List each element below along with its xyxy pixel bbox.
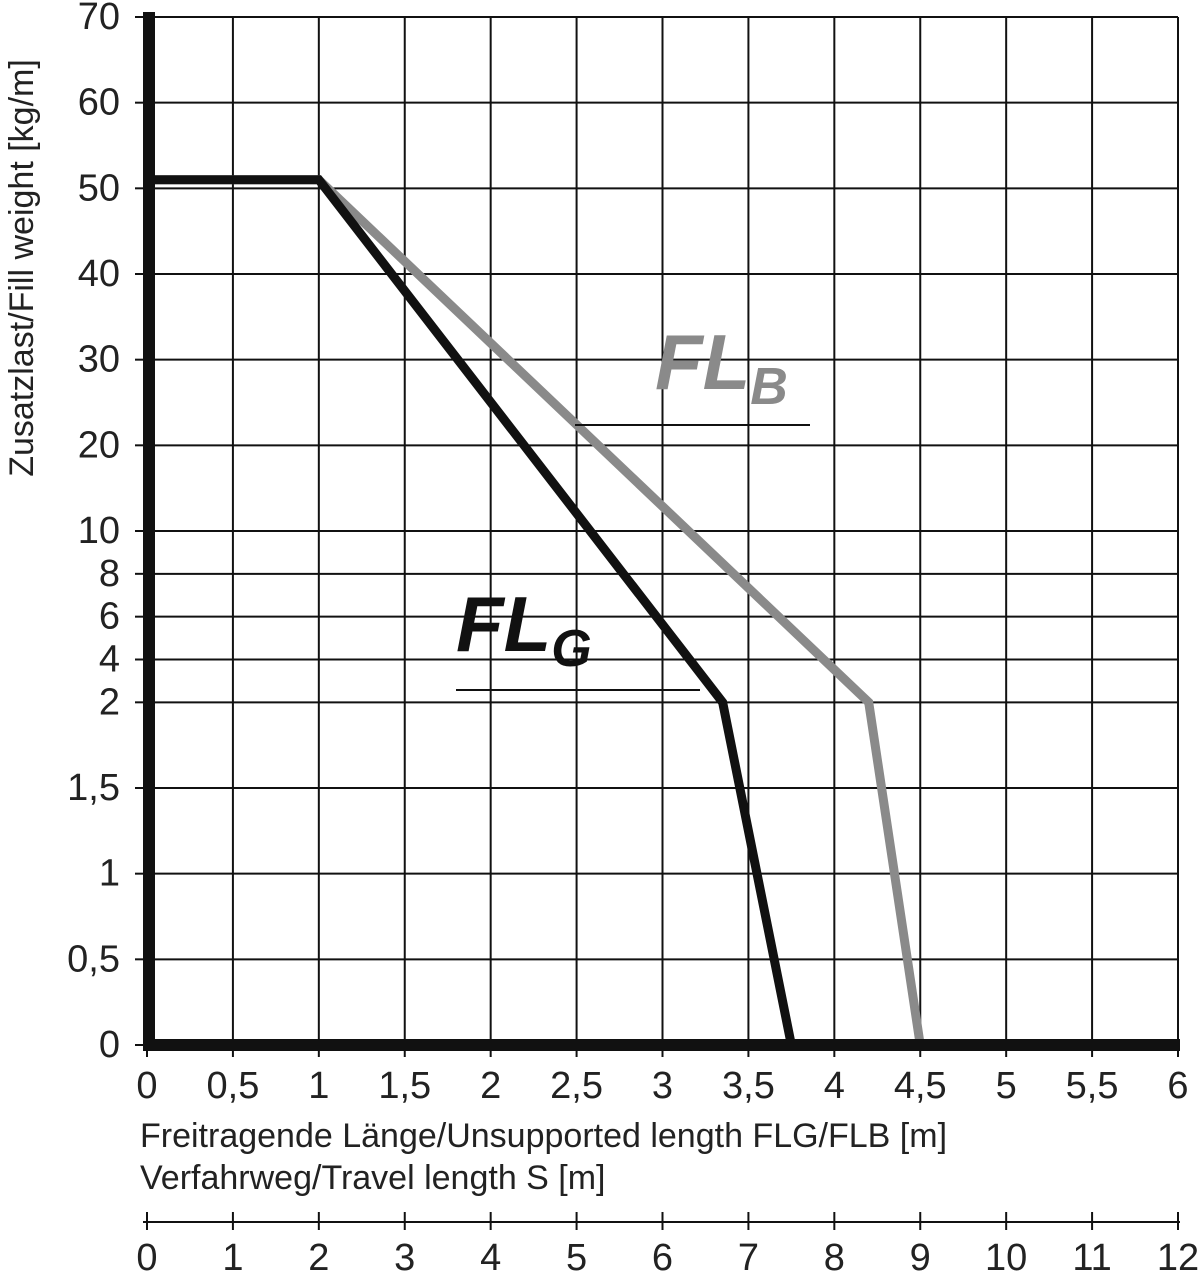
x2-tick-label: 0 bbox=[136, 1237, 157, 1279]
series-name: FL bbox=[655, 318, 750, 406]
x2-tick-label: 1 bbox=[222, 1237, 243, 1279]
y-tick-label: 2 bbox=[99, 681, 120, 723]
x2-tick-label: 8 bbox=[824, 1237, 845, 1279]
series-label: FLB bbox=[655, 318, 788, 416]
y-tick-label: 1 bbox=[99, 853, 120, 895]
x2-axis-title: Verfahrweg/Travel length S [m] bbox=[140, 1159, 606, 1197]
x-tick-label: 3,5 bbox=[722, 1065, 775, 1107]
x2-tick-label: 3 bbox=[394, 1237, 415, 1279]
x-tick-label: 2 bbox=[480, 1065, 501, 1107]
y-tick-label: 8 bbox=[99, 553, 120, 595]
y-tick-label: 1,5 bbox=[67, 767, 120, 809]
x2-tick-label: 7 bbox=[738, 1237, 759, 1279]
x2-tick-label: 2 bbox=[308, 1237, 329, 1279]
y-tick-label: 30 bbox=[78, 339, 120, 381]
x-tick-label: 6 bbox=[1167, 1065, 1188, 1107]
x-tick-label: 3 bbox=[652, 1065, 673, 1107]
x-tick-label: 1,5 bbox=[378, 1065, 431, 1107]
x-tick-label: 0 bbox=[136, 1065, 157, 1107]
series-subscript: B bbox=[750, 358, 788, 416]
series-line bbox=[147, 175, 796, 1046]
series-subscript: G bbox=[551, 620, 591, 678]
series-label: FLG bbox=[456, 580, 592, 678]
x-tick-label: 2,5 bbox=[550, 1065, 603, 1107]
y-tick-label: 20 bbox=[78, 424, 120, 466]
y-tick-label: 6 bbox=[99, 596, 120, 638]
grid bbox=[146, 16, 1179, 1046]
x-tick-label: 0,5 bbox=[207, 1065, 260, 1107]
series-name: FL bbox=[456, 580, 551, 668]
x-tick-label: 4,5 bbox=[894, 1065, 947, 1107]
x-tick-label: 1 bbox=[308, 1065, 329, 1107]
x2-tick-label: 11 bbox=[1072, 1237, 1111, 1279]
y-tick-label: 10 bbox=[78, 510, 120, 552]
y-tick-label: 60 bbox=[78, 82, 120, 124]
x2-tick-label: 6 bbox=[652, 1237, 673, 1279]
y-tick-label: 50 bbox=[78, 167, 120, 209]
x2-tick-label: 4 bbox=[480, 1237, 501, 1279]
y-tick-label: 0,5 bbox=[67, 938, 120, 980]
x2-tick-label: 10 bbox=[985, 1237, 1027, 1279]
y-axis-title: Zusatzlast/Fill weight [kg/m] bbox=[3, 59, 41, 477]
x-tick-label: 5 bbox=[996, 1065, 1017, 1107]
x2-tick-label: 5 bbox=[566, 1237, 587, 1279]
y-tick-label: 40 bbox=[78, 253, 120, 295]
y-tick-label: 4 bbox=[99, 639, 120, 681]
x-tick-label: 5,5 bbox=[1066, 1065, 1119, 1107]
x2-tick-label: 12 bbox=[1157, 1237, 1199, 1279]
x2-tick-label: 9 bbox=[910, 1237, 931, 1279]
y-tick-label: 0 bbox=[99, 1024, 120, 1066]
x-axis-title: Freitragende Länge/Unsupported length FL… bbox=[140, 1117, 947, 1155]
x-tick-label: 4 bbox=[824, 1065, 845, 1107]
y-tick-label: 70 bbox=[78, 0, 120, 38]
